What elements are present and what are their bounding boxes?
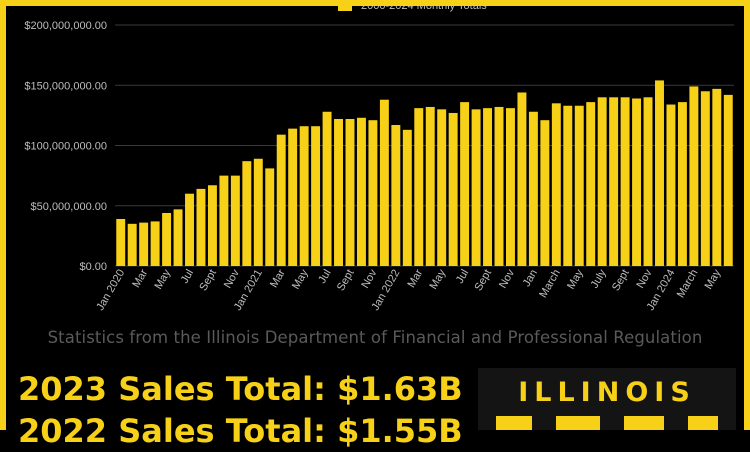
bar [299, 126, 309, 266]
y-tick-label: $0.00 [79, 261, 107, 273]
bar [528, 111, 538, 266]
bar [127, 223, 137, 266]
x-tick-label: Sept [197, 268, 219, 294]
bar [414, 108, 424, 267]
bar [437, 109, 447, 266]
legend-label: 2000-2024 Monthly Totals [361, 0, 487, 12]
x-tick-label: March [675, 268, 701, 300]
x-tick-label: March [537, 268, 563, 300]
bar [448, 112, 458, 266]
bar [643, 97, 653, 266]
x-tick-label: July [589, 267, 609, 290]
bar [586, 102, 596, 267]
bar [219, 175, 229, 266]
logo-block-2 [556, 416, 600, 430]
bar [460, 102, 470, 267]
y-tick-label: $200,000,000.00 [24, 20, 107, 32]
bar [173, 209, 183, 266]
x-tick-label: Jul [179, 268, 196, 286]
bar [139, 222, 149, 266]
x-tick-label: Jan 2020 [94, 268, 127, 313]
sales-totals: 2023 Sales Total: $1.63B 2022 Sales Tota… [18, 368, 463, 452]
x-tick-label: May [428, 267, 449, 291]
bar [471, 109, 481, 266]
sales-total-2023: 2023 Sales Total: $1.63B [18, 370, 463, 408]
bar [322, 111, 332, 266]
source-caption: Statistics from the Illinois Department … [47, 328, 703, 347]
bar [276, 134, 286, 266]
bar [574, 105, 584, 266]
x-tick-label: May [152, 267, 173, 291]
bar [483, 108, 493, 267]
bar [185, 193, 194, 266]
bar [116, 219, 126, 266]
bar [150, 221, 160, 266]
legend-swatch [338, 0, 352, 11]
bar [334, 118, 343, 267]
bar [712, 88, 722, 267]
x-tick-label: Nov [634, 267, 654, 290]
bar [540, 120, 550, 266]
bar [162, 212, 172, 266]
bar [620, 97, 630, 266]
bar [207, 185, 217, 266]
logo-word: ILLINOIS [518, 377, 696, 408]
bar [666, 104, 676, 266]
bar [356, 117, 366, 266]
bar [689, 86, 699, 266]
bar [506, 108, 515, 267]
x-tick-label: May [290, 267, 311, 291]
bar [632, 98, 642, 266]
bar [230, 175, 240, 266]
bar [391, 125, 401, 266]
x-tick-label: Sept [335, 268, 357, 294]
bar [402, 129, 412, 266]
illinois-logo: ILLINOIS [478, 368, 736, 430]
bar [288, 128, 298, 266]
y-tick-label: $50,000,000.00 [31, 201, 107, 213]
x-tick-label: Jan [521, 268, 540, 289]
x-tick-label: Mar [268, 267, 288, 290]
bar [700, 91, 710, 267]
y-tick-label: $150,000,000.00 [24, 80, 107, 92]
x-tick-label: Nov [497, 267, 517, 290]
bar [242, 161, 252, 266]
y-tick-label: $100,000,000.00 [24, 141, 107, 153]
bar [368, 120, 378, 266]
bar [563, 105, 573, 266]
bar [609, 97, 619, 266]
sales-total-2022: 2022 Sales Total: $1.55B [18, 412, 463, 450]
bar [517, 92, 527, 266]
bar [723, 94, 733, 266]
bar [494, 106, 504, 266]
bar [379, 99, 389, 267]
bar [655, 80, 664, 267]
bar [345, 118, 355, 267]
bar [253, 158, 263, 266]
bar [551, 103, 561, 266]
bar-chart: $0.00 $50,000,000.00 $100,000,000.00 $150,0… [24, 0, 734, 313]
x-tick-label: Mar [405, 267, 425, 290]
logo-block-3 [624, 416, 664, 430]
bar [311, 126, 321, 266]
x-tick-label: May [565, 267, 586, 291]
x-tick-label: Sept [610, 268, 632, 294]
x-tick-label: Jul [316, 268, 333, 286]
bar [677, 102, 687, 267]
bar [196, 188, 206, 266]
bar [265, 168, 275, 266]
bar [597, 97, 607, 266]
x-tick-label: Jul [454, 268, 471, 286]
bar [425, 106, 435, 266]
x-tick-label: Sept [472, 267, 494, 293]
x-tick-label: Nov [222, 267, 242, 290]
logo-block-4 [688, 416, 718, 430]
x-tick-label: Nov [359, 267, 379, 290]
x-tick-label: May [703, 267, 724, 291]
x-tick-label: Mar [130, 267, 150, 290]
logo-block-1 [496, 416, 532, 430]
